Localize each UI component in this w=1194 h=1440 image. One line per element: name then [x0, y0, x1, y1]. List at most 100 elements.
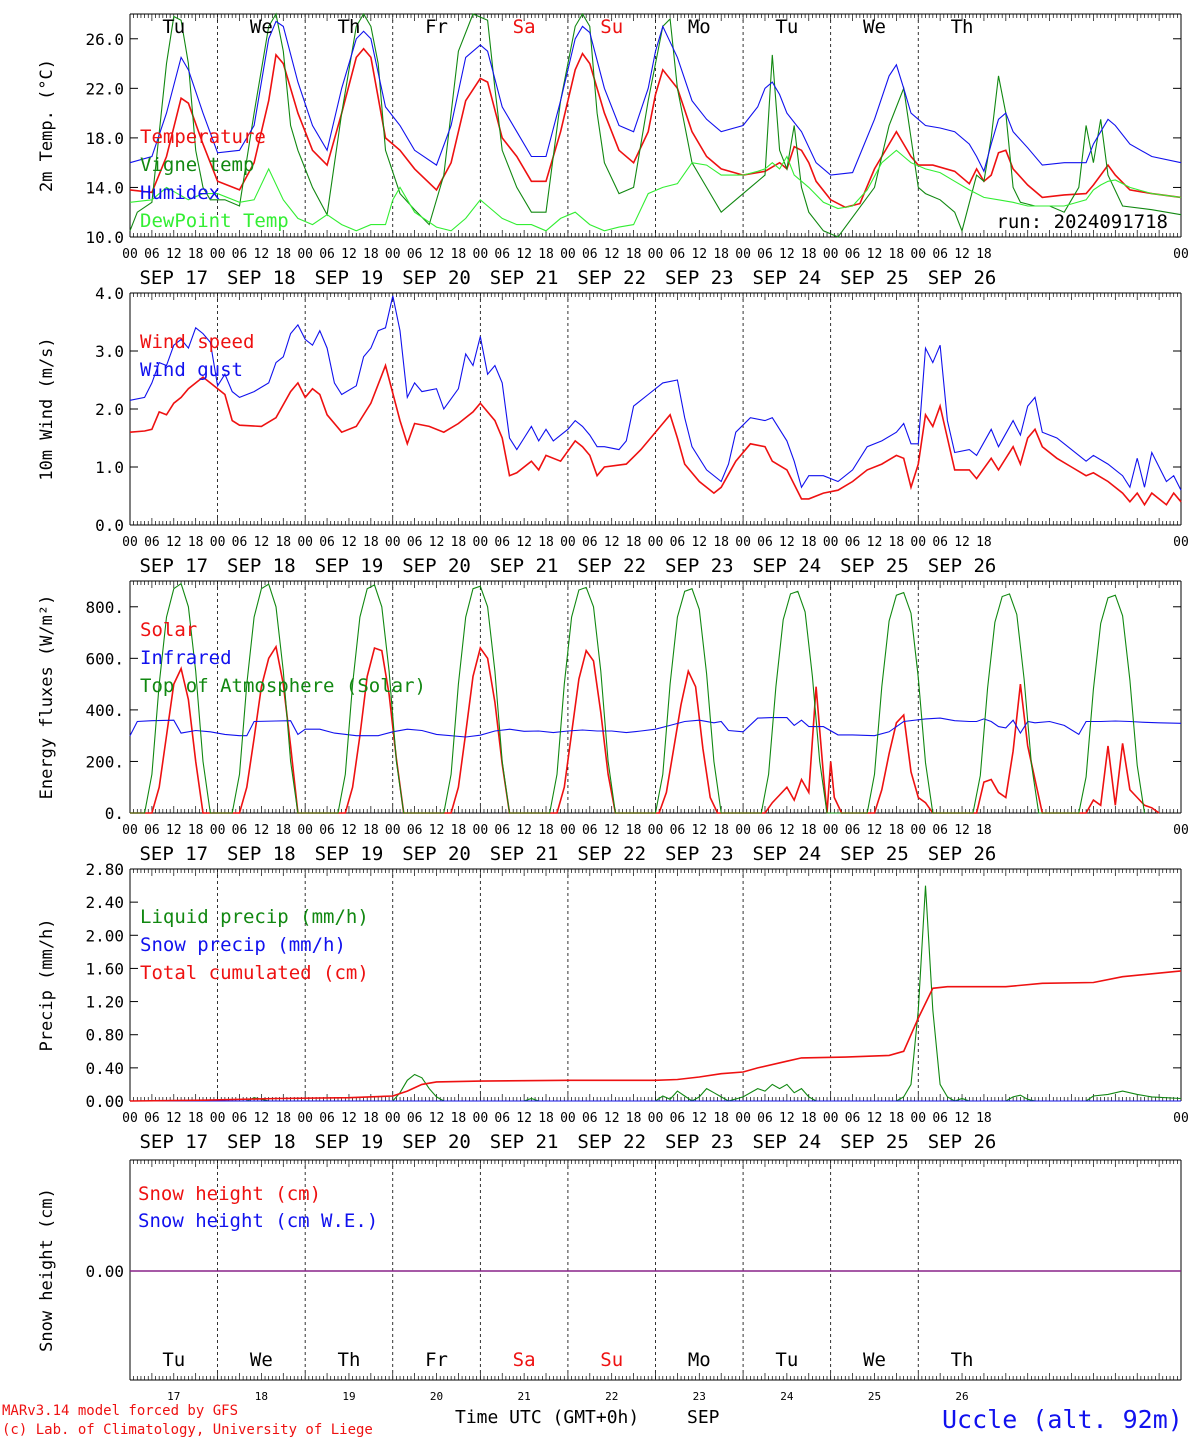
- hour-label: 12: [779, 535, 795, 550]
- hour-label: 00: [910, 823, 926, 838]
- hour-label: 00: [385, 823, 401, 838]
- panel-5: 0.00 Snow height (cm) Snow height (cm) Snow…: [37, 1159, 1182, 1381]
- hour-label: 06: [494, 247, 510, 262]
- hour-label: 06: [407, 823, 423, 838]
- hour-label: 12: [516, 1111, 532, 1126]
- hour-label: 18: [451, 1111, 467, 1126]
- hour-label: 00: [122, 247, 138, 262]
- hour-label: 00: [735, 535, 751, 550]
- hour-label: 18: [976, 823, 992, 838]
- run-label: run: 2024091718: [996, 211, 1168, 233]
- hour-label: 12: [254, 823, 270, 838]
- hour-label: 18: [889, 535, 905, 550]
- y-tick-label: 18.0: [85, 129, 124, 148]
- hour-label: 12: [867, 823, 883, 838]
- hour-label: 12: [867, 535, 883, 550]
- hour-label: 06: [845, 247, 861, 262]
- legend-entry: Humidex: [140, 182, 220, 204]
- hour-label: 06: [407, 1111, 423, 1126]
- hour-label: 00: [1173, 535, 1189, 550]
- legend-entry: Temperature: [140, 126, 266, 148]
- hour-label: 06: [494, 823, 510, 838]
- weekday-top: Sa: [513, 16, 536, 38]
- hour-label: 12: [516, 247, 532, 262]
- y-tick-label: 2.00: [85, 926, 124, 945]
- date-label: SEP 20: [402, 843, 471, 865]
- day-number: 25: [868, 1390, 881, 1403]
- hour-label: 12: [166, 535, 182, 550]
- hour-label: 00: [735, 247, 751, 262]
- y-tick-label: 0.00: [85, 1092, 124, 1111]
- date-label: SEP 19: [315, 555, 384, 577]
- hour-label: 18: [801, 535, 817, 550]
- date-label: SEP 22: [577, 267, 646, 289]
- hour-label: 06: [232, 535, 248, 550]
- y-tick-label: 0.: [105, 804, 124, 823]
- legend-entry: Solar: [140, 619, 197, 641]
- y-tick-label: 0.80: [85, 1026, 124, 1045]
- y-axis-title: 2m Temp. (°C): [37, 59, 57, 192]
- hour-label: 00: [122, 535, 138, 550]
- y-tick-label: 800.: [85, 598, 124, 617]
- weekday-top: Mo: [688, 16, 711, 38]
- day-number: 21: [518, 1390, 531, 1403]
- hour-label: 12: [516, 823, 532, 838]
- legend-entry: Snow precip (mm/h): [140, 934, 346, 956]
- hour-label: 18: [275, 1111, 291, 1126]
- hour-label: 06: [144, 1111, 160, 1126]
- hour-label: 12: [604, 247, 620, 262]
- hour-label: 18: [275, 247, 291, 262]
- date-label: SEP 25: [840, 1131, 909, 1153]
- hour-label: 06: [319, 535, 335, 550]
- day-number: 24: [780, 1390, 794, 1403]
- hour-label: 18: [976, 1111, 992, 1126]
- date-label: SEP 24: [753, 1131, 822, 1153]
- weekday-bottom: Fr: [425, 1349, 448, 1371]
- station-label: Uccle (alt. 92m): [942, 1405, 1183, 1434]
- hour-label: 12: [516, 535, 532, 550]
- date-label: SEP 17: [139, 267, 208, 289]
- weekday-bottom: Tu: [162, 1349, 185, 1371]
- y-tick-label: 2.40: [85, 893, 124, 912]
- hour-label: 00: [648, 247, 664, 262]
- date-label: SEP 26: [928, 1131, 997, 1153]
- hour-label: 12: [779, 1111, 795, 1126]
- date-label: SEP 25: [840, 843, 909, 865]
- hour-label: 06: [845, 823, 861, 838]
- hour-label: 00: [385, 1111, 401, 1126]
- y-tick-label: 2.80: [85, 860, 124, 879]
- hour-label: 00: [473, 1111, 489, 1126]
- weekday-top: Th: [338, 16, 361, 38]
- date-label: SEP 23: [665, 1131, 734, 1153]
- legend-entry: Vigne temp: [140, 154, 254, 176]
- hour-label: 06: [845, 535, 861, 550]
- hour-label: 06: [407, 247, 423, 262]
- legend-entry: Snow height (cm): [138, 1183, 321, 1205]
- hour-label: 12: [954, 823, 970, 838]
- hour-label: 06: [932, 1111, 948, 1126]
- hour-label: 18: [451, 535, 467, 550]
- date-label: SEP 22: [577, 1131, 646, 1153]
- hour-label: 18: [275, 535, 291, 550]
- series-top-of-atmosphere-solar-: [130, 582, 1146, 814]
- y-tick-label: 1.0: [95, 458, 124, 477]
- hour-label: 06: [144, 823, 160, 838]
- hour-label: 12: [341, 535, 357, 550]
- hour-label: 18: [976, 247, 992, 262]
- hour-label: 00: [473, 535, 489, 550]
- legend-entry: Top of Atmosphere (Solar): [140, 675, 426, 697]
- hour-label: 00: [910, 1111, 926, 1126]
- weekday-top: We: [863, 16, 886, 38]
- hour-label: 12: [429, 535, 445, 550]
- hour-label: 00: [122, 1111, 138, 1126]
- month-label: SEP: [687, 1407, 720, 1428]
- hour-label: 18: [188, 823, 204, 838]
- hour-label: 00: [297, 247, 313, 262]
- hour-label: 12: [954, 535, 970, 550]
- hour-label: 18: [713, 1111, 729, 1126]
- weekday-bottom: We: [250, 1349, 273, 1371]
- hour-label: 12: [604, 535, 620, 550]
- y-tick-label: 3.0: [95, 342, 124, 361]
- hour-label: 18: [538, 247, 554, 262]
- weekday-top: Su: [600, 16, 623, 38]
